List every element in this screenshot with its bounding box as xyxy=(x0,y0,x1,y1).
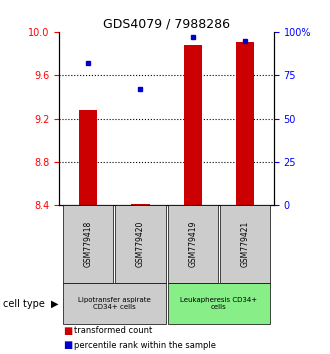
Text: percentile rank within the sample: percentile rank within the sample xyxy=(74,341,216,350)
Text: transformed count: transformed count xyxy=(74,326,152,336)
Text: Lipotransfer aspirate
CD34+ cells: Lipotransfer aspirate CD34+ cells xyxy=(78,297,151,310)
Text: ■: ■ xyxy=(63,326,72,336)
Bar xyxy=(79,110,97,205)
Text: GSM779418: GSM779418 xyxy=(84,221,93,267)
Bar xyxy=(184,45,202,205)
Text: GSM779421: GSM779421 xyxy=(241,221,249,267)
Text: ■: ■ xyxy=(63,340,72,350)
Text: GSM779420: GSM779420 xyxy=(136,221,145,268)
Title: GDS4079 / 7988286: GDS4079 / 7988286 xyxy=(103,18,230,31)
Text: cell type: cell type xyxy=(3,298,45,309)
Text: GSM779419: GSM779419 xyxy=(188,221,197,268)
Text: Leukapheresis CD34+
cells: Leukapheresis CD34+ cells xyxy=(181,297,257,310)
Bar xyxy=(131,204,149,205)
Text: ▶: ▶ xyxy=(51,298,59,309)
Bar xyxy=(236,42,254,205)
